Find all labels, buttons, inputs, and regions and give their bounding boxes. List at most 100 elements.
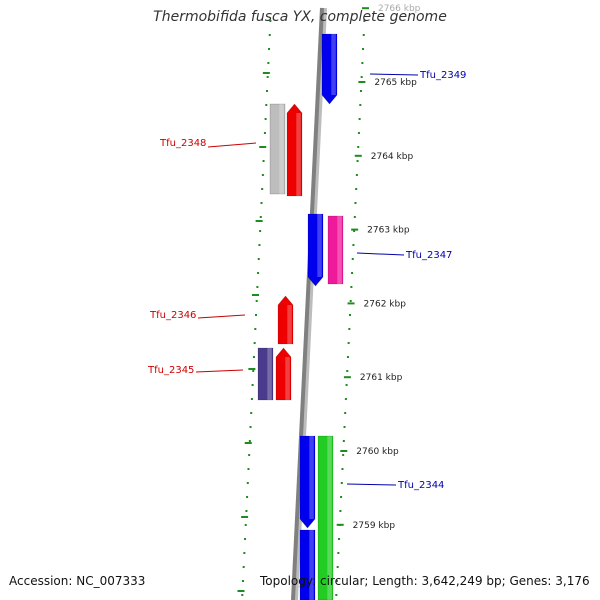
gene-tfu_2344-continuation[interactable] xyxy=(299,529,316,600)
kbp-tick-mark xyxy=(343,376,351,379)
gene-label-text[interactable]: Tfu_2344 xyxy=(397,480,444,491)
kbp-tick-mark xyxy=(347,302,355,305)
ruler-dot-right xyxy=(343,426,346,428)
backbone-line xyxy=(291,7,324,600)
kbp-tick-mark xyxy=(336,523,344,526)
ruler-dot-left xyxy=(242,566,245,568)
ruler-dot-left xyxy=(252,370,255,372)
gene-tfu_2346-highlight xyxy=(287,305,292,344)
ruler-dot-right xyxy=(360,76,363,78)
ruler-dot-right xyxy=(355,174,358,176)
ruler-dot-left xyxy=(268,48,271,50)
ruler-dot-left xyxy=(261,174,264,176)
gene-label-text[interactable]: Tfu_2345 xyxy=(147,365,194,376)
gene-label-tfu_2345[interactable]: Tfu_2345 xyxy=(147,365,244,376)
kbp-tick-label: 2759 kbp xyxy=(353,521,396,531)
gene-label-text[interactable]: Tfu_2347 xyxy=(405,250,452,261)
kbp-tick-label: 2760 kbp xyxy=(356,447,399,457)
ruler-dot-left xyxy=(264,118,267,120)
ruler-dot-right xyxy=(357,146,360,148)
ruler-dot-right xyxy=(353,230,356,232)
ruler-dot-left xyxy=(259,230,262,232)
ruler-dot-left xyxy=(259,216,262,218)
ruler-dash-left xyxy=(262,72,270,74)
kbp-tick-mark xyxy=(340,450,348,452)
kbp-tick-label: 2762 kbp xyxy=(364,299,407,309)
kbp-scale: 2766 kbp 2765 kbp 2764 kbp 2763 kbp 2762 kbp… xyxy=(336,4,421,531)
ruler-dot-right xyxy=(359,90,362,92)
ruler-dot-right xyxy=(340,482,343,484)
ruler-dot-left xyxy=(250,398,253,400)
label-leader-line xyxy=(207,142,257,148)
kbp-tick: 2765 kbp xyxy=(358,78,417,88)
ruler-dot-left xyxy=(268,34,271,36)
gene-tfu_2347-partner[interactable] xyxy=(327,215,344,285)
ruler-dot-left xyxy=(263,132,266,134)
ruler-dot-right xyxy=(339,510,342,512)
gene-tfu_2344-partner[interactable] xyxy=(317,435,334,600)
gene-tfu_2348[interactable] xyxy=(286,103,303,197)
gene-tfu_2347[interactable] xyxy=(307,213,324,287)
ruler-dot-right xyxy=(347,342,350,344)
gene-label-tfu_2347[interactable]: Tfu_2347 xyxy=(356,250,452,261)
ruler-dot-left xyxy=(248,454,251,456)
ruler-dot-right xyxy=(362,48,365,50)
ruler-dot-right xyxy=(359,104,362,106)
ruler-dot-right xyxy=(342,454,345,456)
ruler-dot-right xyxy=(344,412,347,414)
gene-label-tfu_2344[interactable]: Tfu_2344 xyxy=(346,480,444,491)
ruler-dot-right xyxy=(336,566,339,568)
gene-label-tfu_2346[interactable]: Tfu_2346 xyxy=(149,310,246,321)
topology-text: Topology: circular; Length: 3,642,249 bp… xyxy=(260,574,590,588)
ruler-dot-right xyxy=(363,20,366,22)
gene-tfu_2349[interactable] xyxy=(321,33,338,105)
ruler-dot-left xyxy=(258,244,261,246)
label-leader-line xyxy=(369,73,419,76)
gene-tfu_2347-body xyxy=(307,213,324,287)
kbp-tick-label: 2763 kbp xyxy=(367,226,410,236)
ruler-dot-right xyxy=(354,202,357,204)
gene-tfu_2344[interactable] xyxy=(299,435,316,529)
ruler-dot-right xyxy=(357,132,360,134)
kbp-tick: 2764 kbp xyxy=(354,152,414,162)
gene-tfu_2345-body xyxy=(275,347,292,401)
kbp-tick-label: 2764 kbp xyxy=(371,152,414,162)
ruler-dash-left xyxy=(237,590,245,592)
gene-tfu_2347-partner-body xyxy=(327,215,344,285)
gene-tfu_2347-highlight xyxy=(317,214,322,277)
label-leader-line xyxy=(195,369,244,373)
ruler-dot-left xyxy=(244,538,247,540)
gene-label-text[interactable]: Tfu_2346 xyxy=(149,310,196,321)
ruler-dot-left xyxy=(249,426,252,428)
label-leader-line xyxy=(346,483,397,486)
gene-tfu_2344-body xyxy=(299,435,316,529)
ruler-dot-left xyxy=(244,524,247,526)
ruler-dot-left xyxy=(246,482,249,484)
gene-label-text[interactable]: Tfu_2348 xyxy=(159,138,206,149)
kbp-tick: 2766 kbp xyxy=(361,4,421,14)
ruler-dot-left xyxy=(267,62,270,64)
ruler-dash-left xyxy=(259,146,267,148)
ruler-dot-left xyxy=(254,328,257,330)
gene-tfu_2348-partner[interactable] xyxy=(269,103,286,195)
gene-tfu_2348-partner-highlight xyxy=(279,104,284,194)
gene-label-tfu_2348[interactable]: Tfu_2348 xyxy=(159,138,257,149)
ruler-dot-left xyxy=(255,314,258,316)
ruler-dot-right xyxy=(344,398,347,400)
gene-tfu_2346[interactable] xyxy=(277,295,294,345)
ruler-dot-left xyxy=(248,440,251,442)
ruler-dot-left xyxy=(257,258,260,260)
kbp-tick: 2761 kbp xyxy=(343,373,403,383)
ruler-dash-left xyxy=(251,294,259,296)
gene-tfu_2344-continuation-body xyxy=(299,529,316,600)
ruler-dot-right xyxy=(362,34,365,36)
gene-label-text[interactable]: Tfu_2349 xyxy=(419,70,466,81)
ruler-dot-left xyxy=(262,160,265,162)
ruler-dot-right xyxy=(345,384,348,386)
gene-tfu_2344-partner-highlight xyxy=(327,436,332,600)
map-title: Thermobifida fusca YX, complete genome xyxy=(153,9,447,25)
gene-tfu_2345-partner[interactable] xyxy=(257,347,274,401)
ruler-dot-left xyxy=(241,580,244,582)
gene-tfu_2345[interactable] xyxy=(275,347,292,401)
gene-label-tfu_2349[interactable]: Tfu_2349 xyxy=(369,70,466,81)
